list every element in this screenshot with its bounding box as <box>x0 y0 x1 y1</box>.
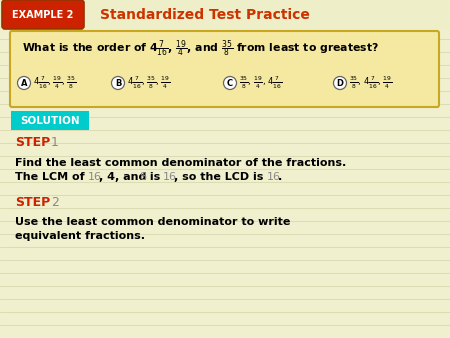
Text: equivalent fractions.: equivalent fractions. <box>15 231 145 241</box>
Text: is: is <box>146 172 164 182</box>
Text: B: B <box>115 78 121 88</box>
Text: 4$\frac{7}{16}$, $\frac{19}{4}$, $\frac{35}{8}$: 4$\frac{7}{16}$, $\frac{19}{4}$, $\frac{… <box>33 75 76 91</box>
Text: What is the order of 4$\frac{7}{16}$, $\frac{19}{4}$, and $\frac{35}{8}$ from le: What is the order of 4$\frac{7}{16}$, $\… <box>22 38 379 60</box>
Text: SOLUTION: SOLUTION <box>20 116 80 125</box>
Text: Use the least common denominator to write: Use the least common denominator to writ… <box>15 217 290 227</box>
Text: STEP: STEP <box>15 195 50 209</box>
FancyBboxPatch shape <box>11 111 89 130</box>
Text: $\frac{35}{8}$, 4$\frac{7}{16}$, $\frac{19}{4}$: $\frac{35}{8}$, 4$\frac{7}{16}$, $\frac{… <box>349 75 393 91</box>
Text: Find the least common denominator of the fractions.: Find the least common denominator of the… <box>15 158 346 168</box>
FancyBboxPatch shape <box>0 0 450 30</box>
Text: EXAMPLE 2: EXAMPLE 2 <box>12 10 74 20</box>
Text: 16: 16 <box>163 172 177 182</box>
Text: STEP: STEP <box>15 137 50 149</box>
Circle shape <box>112 76 125 90</box>
Text: Standardized Test Practice: Standardized Test Practice <box>100 8 310 22</box>
Text: 2: 2 <box>51 195 59 209</box>
Text: C: C <box>227 78 233 88</box>
Text: .: . <box>278 172 282 182</box>
Text: 8: 8 <box>139 172 146 182</box>
Text: D: D <box>337 78 343 88</box>
Text: 4$\frac{7}{16}$, $\frac{35}{8}$, $\frac{19}{4}$: 4$\frac{7}{16}$, $\frac{35}{8}$, $\frac{… <box>127 75 171 91</box>
Text: 16: 16 <box>88 172 102 182</box>
Text: 1: 1 <box>51 137 59 149</box>
Text: $\frac{35}{8}$, $\frac{19}{4}$, 4$\frac{7}{16}$: $\frac{35}{8}$, $\frac{19}{4}$, 4$\frac{… <box>239 75 283 91</box>
Text: The LCM of: The LCM of <box>15 172 89 182</box>
FancyBboxPatch shape <box>2 0 84 29</box>
Circle shape <box>18 76 31 90</box>
Circle shape <box>333 76 346 90</box>
Circle shape <box>224 76 237 90</box>
FancyBboxPatch shape <box>10 31 439 107</box>
Text: 16: 16 <box>267 172 281 182</box>
Text: , 4, and: , 4, and <box>99 172 150 182</box>
Text: A: A <box>21 78 27 88</box>
Text: , so the LCD is: , so the LCD is <box>174 172 267 182</box>
